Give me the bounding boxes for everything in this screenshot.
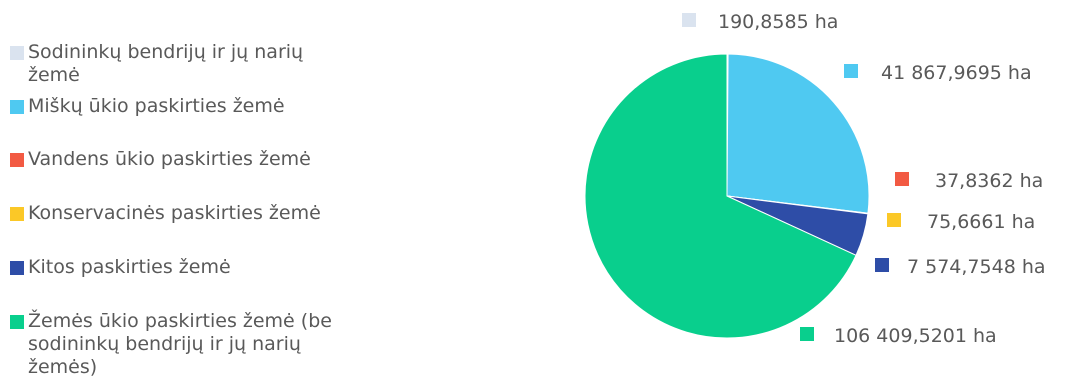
data-label: 190,8585 ha — [718, 11, 838, 33]
legend-label: Konservacinės paskirties žemė — [28, 202, 321, 224]
data-label-swatch — [887, 213, 901, 227]
data-label-swatch — [800, 327, 814, 341]
legend-label: Vandens ūkio paskirties žemė — [28, 148, 311, 170]
data-labels: 190,8585 ha 41 867,9695 ha 37,8362 ha 75,66… — [682, 11, 1046, 347]
data-label-swatch — [895, 172, 909, 186]
data-label-swatch — [682, 13, 696, 27]
pie-slice-misku-ukio-paskirties-zeme — [726, 53, 870, 214]
data-label: 37,8362 ha — [935, 170, 1043, 192]
legend-swatch — [10, 315, 24, 329]
legend-item-konservacines: Konservacinės paskirties žemė — [10, 202, 358, 225]
legend-label: Sodininkų bendrijų ir jų narių žemė — [28, 41, 304, 86]
legend-item-kitos: Kitos paskirties žemė — [10, 256, 358, 279]
legend-label: Kitos paskirties žemė — [28, 256, 231, 278]
legend-label: Miškų ūkio paskirties žemė — [28, 95, 285, 117]
legend-item-sodininku: Sodininkų bendrijų ir jų narių žemė — [10, 41, 358, 87]
legend-swatch — [10, 100, 24, 114]
data-label: 75,6661 ha — [927, 211, 1035, 233]
legend-swatch — [10, 207, 24, 221]
legend-swatch — [10, 153, 24, 167]
legend-item-vandens: Vandens ūkio paskirties žemė — [10, 148, 358, 171]
legend-item-misku: Miškų ūkio paskirties žemė — [10, 95, 358, 118]
legend-swatch — [10, 261, 24, 275]
data-label-swatch — [875, 258, 889, 272]
data-label: 106 409,5201 ha — [834, 325, 997, 347]
data-label: 7 574,7548 ha — [907, 256, 1046, 278]
legend-swatch — [10, 46, 24, 60]
pie-slice-zemes-ukio-paskirties-zeme-be- — [584, 53, 857, 339]
pie-chart: 190,8585 ha 41 867,9695 ha 37,8362 ha 75,66… — [584, 11, 1046, 347]
data-label-swatch — [844, 64, 858, 78]
data-label: 41 867,9695 ha — [881, 62, 1032, 84]
pie-slices — [584, 53, 870, 339]
